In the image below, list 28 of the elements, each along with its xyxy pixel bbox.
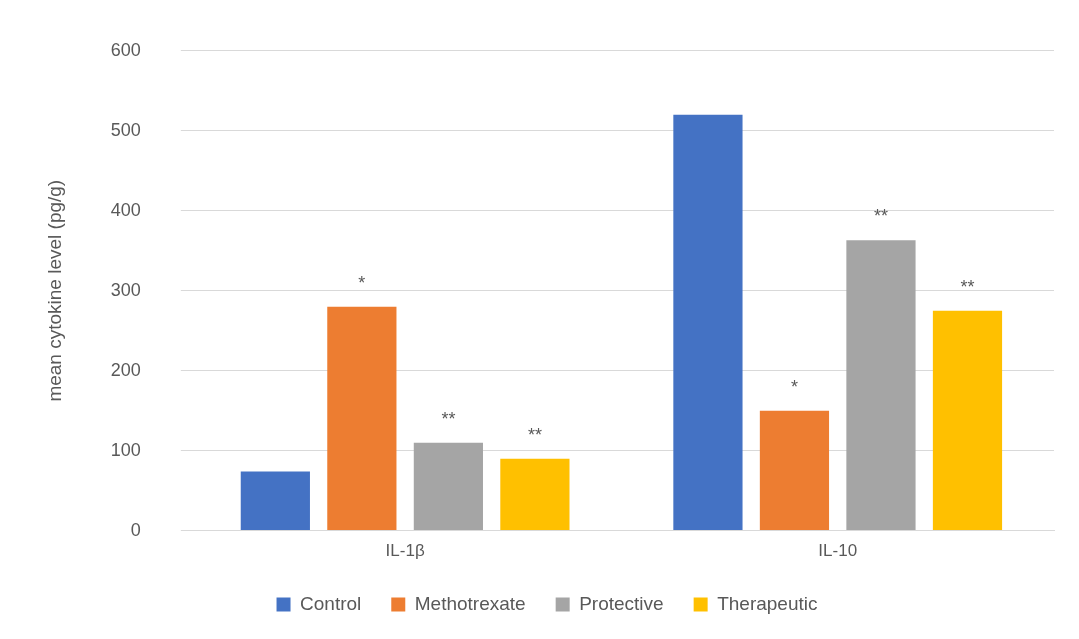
bar (413, 442, 483, 531)
y-tick-label: 200 (110, 359, 141, 380)
x-tick-label: IL-1β (385, 541, 425, 561)
data-label: ** (873, 206, 888, 227)
bar (932, 310, 1003, 531)
data-label: * (358, 272, 366, 293)
bar (759, 410, 830, 531)
y-tick-label: 100 (110, 439, 141, 460)
data-label: ** (960, 276, 975, 297)
y-tick-label: 300 (110, 279, 141, 300)
bar (327, 306, 397, 531)
data-label: ** (441, 408, 456, 429)
bar (673, 114, 743, 531)
bar (240, 471, 310, 531)
legend-label: Therapeutic (717, 592, 818, 614)
y-axis-title: mean cytokine level (pg/g) (43, 179, 65, 402)
y-tick-label: 400 (110, 199, 141, 220)
legend-label: Control (300, 592, 362, 614)
x-tick-label: IL-10 (818, 541, 858, 561)
data-label: ** (527, 424, 542, 445)
y-tick-label: 0 (130, 519, 141, 540)
legend-label: Protective (579, 592, 664, 614)
legend-label: Methotrexate (414, 592, 526, 614)
data-label: * (790, 376, 798, 397)
y-tick-label: 500 (110, 119, 141, 140)
bar (846, 240, 916, 531)
bar (500, 458, 570, 531)
y-tick-label: 600 (110, 39, 141, 60)
